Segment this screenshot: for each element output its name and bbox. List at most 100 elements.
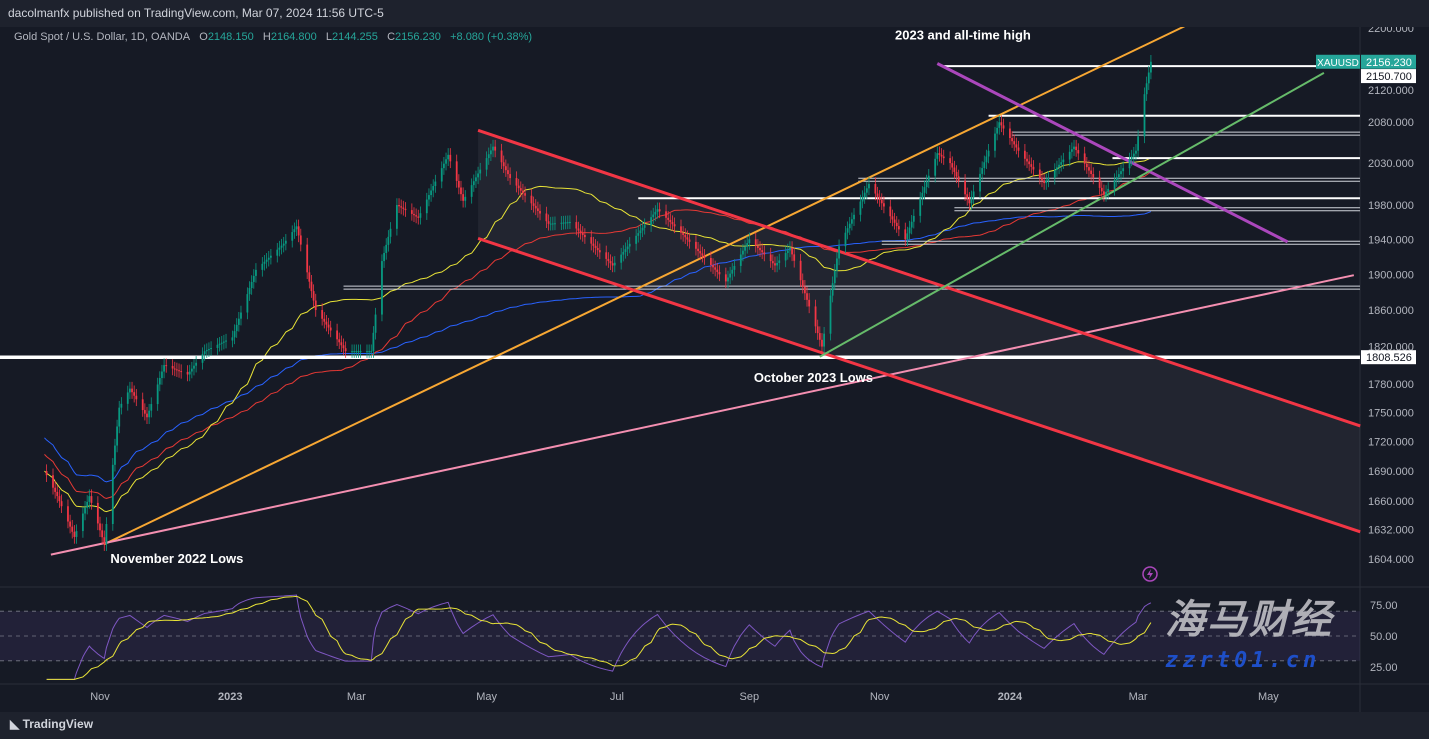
candle-body [1075, 146, 1078, 151]
candle-body [1137, 136, 1139, 151]
candle-body [891, 216, 894, 220]
candle-body [60, 501, 63, 507]
candle-body [1060, 162, 1063, 165]
candle-body [793, 254, 796, 261]
candle-body [278, 247, 281, 250]
candle-body [163, 365, 165, 372]
candle-body [396, 205, 398, 229]
candle-body [410, 210, 413, 214]
candle-body [359, 351, 362, 353]
candle-body [389, 228, 392, 237]
candle-body [141, 399, 144, 411]
price-tick: 1690.000 [1368, 466, 1414, 478]
candle-body [774, 263, 776, 266]
price-tick: 2080.000 [1368, 117, 1414, 129]
candle-body [472, 181, 475, 186]
candle-body [190, 368, 193, 372]
candle-body [417, 216, 420, 218]
candle-body [475, 177, 477, 182]
candle-body [695, 241, 697, 249]
candle-body [987, 150, 990, 157]
symbol-description: Gold Spot / U.S. Dollar, 1D, OANDA [14, 31, 191, 43]
candle-body [895, 222, 898, 227]
candle-body [1107, 188, 1110, 192]
candle-body [709, 258, 712, 265]
candle-body [440, 168, 443, 182]
candle-body [67, 506, 69, 522]
candle-body [1053, 169, 1056, 178]
candle-body [351, 351, 353, 353]
candle-body [846, 228, 849, 233]
candle-body [387, 236, 390, 245]
candle-body [539, 210, 541, 214]
candle-body [269, 255, 272, 258]
candle-body [833, 270, 836, 284]
candle-body [462, 194, 465, 201]
candle-body [863, 192, 866, 198]
price-tick: 1940.000 [1368, 234, 1414, 246]
ma100-line [44, 171, 1152, 499]
candle-body [1028, 161, 1031, 165]
candle-body [131, 388, 133, 393]
candle-body [564, 222, 567, 224]
candle-body [579, 230, 582, 233]
candle-body [912, 215, 915, 222]
candle-body [744, 246, 746, 251]
candle-body [1015, 144, 1018, 148]
candle-body [291, 232, 294, 241]
candle-body [477, 173, 479, 178]
candle-body [639, 230, 642, 234]
candle-body [1056, 167, 1058, 170]
symbol-legend[interactable]: Gold Spot / U.S. Dollar, 1D, OANDA O2148… [14, 31, 532, 43]
candle-body [936, 153, 939, 159]
candle-body [381, 261, 383, 315]
candle-body [370, 351, 373, 353]
candle-body [613, 262, 616, 266]
candle-body [919, 198, 922, 216]
candle-body [178, 370, 180, 372]
candle-body [1000, 122, 1003, 126]
candle-body [1070, 149, 1073, 152]
price-chart[interactable]: 2200.0002120.0002080.0002030.0001980.000… [0, 0, 1429, 712]
candle-body [276, 249, 279, 256]
candle-body [951, 163, 954, 168]
candle-body [1077, 150, 1080, 154]
time-tick: Jul [610, 691, 624, 703]
candle-body [175, 369, 178, 371]
candle-body [353, 351, 356, 353]
candle-body [90, 496, 93, 503]
candle-body [400, 206, 403, 208]
candle-body [323, 318, 326, 322]
candle-body [402, 207, 405, 209]
candle-body [460, 187, 462, 195]
candle-body [150, 404, 153, 411]
candle-body [859, 201, 862, 215]
candle-body [161, 371, 163, 379]
change-value: +8.080 (+0.38%) [450, 31, 533, 43]
rsi-ma-line [46, 595, 1152, 680]
open-value: 2148.150 [207, 31, 254, 43]
candle-body [551, 223, 554, 225]
candle-body [84, 507, 86, 514]
candle-body [425, 199, 428, 214]
candle-body [180, 371, 183, 373]
candle-body [536, 208, 539, 211]
candle-body [248, 288, 251, 295]
tradingview-logo[interactable]: ◣ TradingView [10, 717, 94, 731]
candle-body [701, 253, 704, 256]
symbol-tag-label: XAUUSD [1317, 58, 1359, 69]
time-tick: 2023 [218, 691, 242, 703]
candle-body [547, 221, 550, 224]
candle-body [116, 426, 118, 446]
time-tick: Sep [740, 691, 760, 703]
candle-body [208, 349, 210, 351]
high-value: 2164.800 [270, 31, 317, 43]
candle-body [934, 158, 937, 176]
watermark-url: zzrt01.cn [1165, 648, 1321, 673]
candle-body [818, 333, 821, 340]
candle-body [507, 170, 509, 175]
price-tick: 1632.000 [1368, 525, 1414, 537]
rsi-tick: 75.00 [1370, 600, 1398, 612]
high-label: H [262, 31, 271, 43]
candle-body [1045, 180, 1048, 184]
